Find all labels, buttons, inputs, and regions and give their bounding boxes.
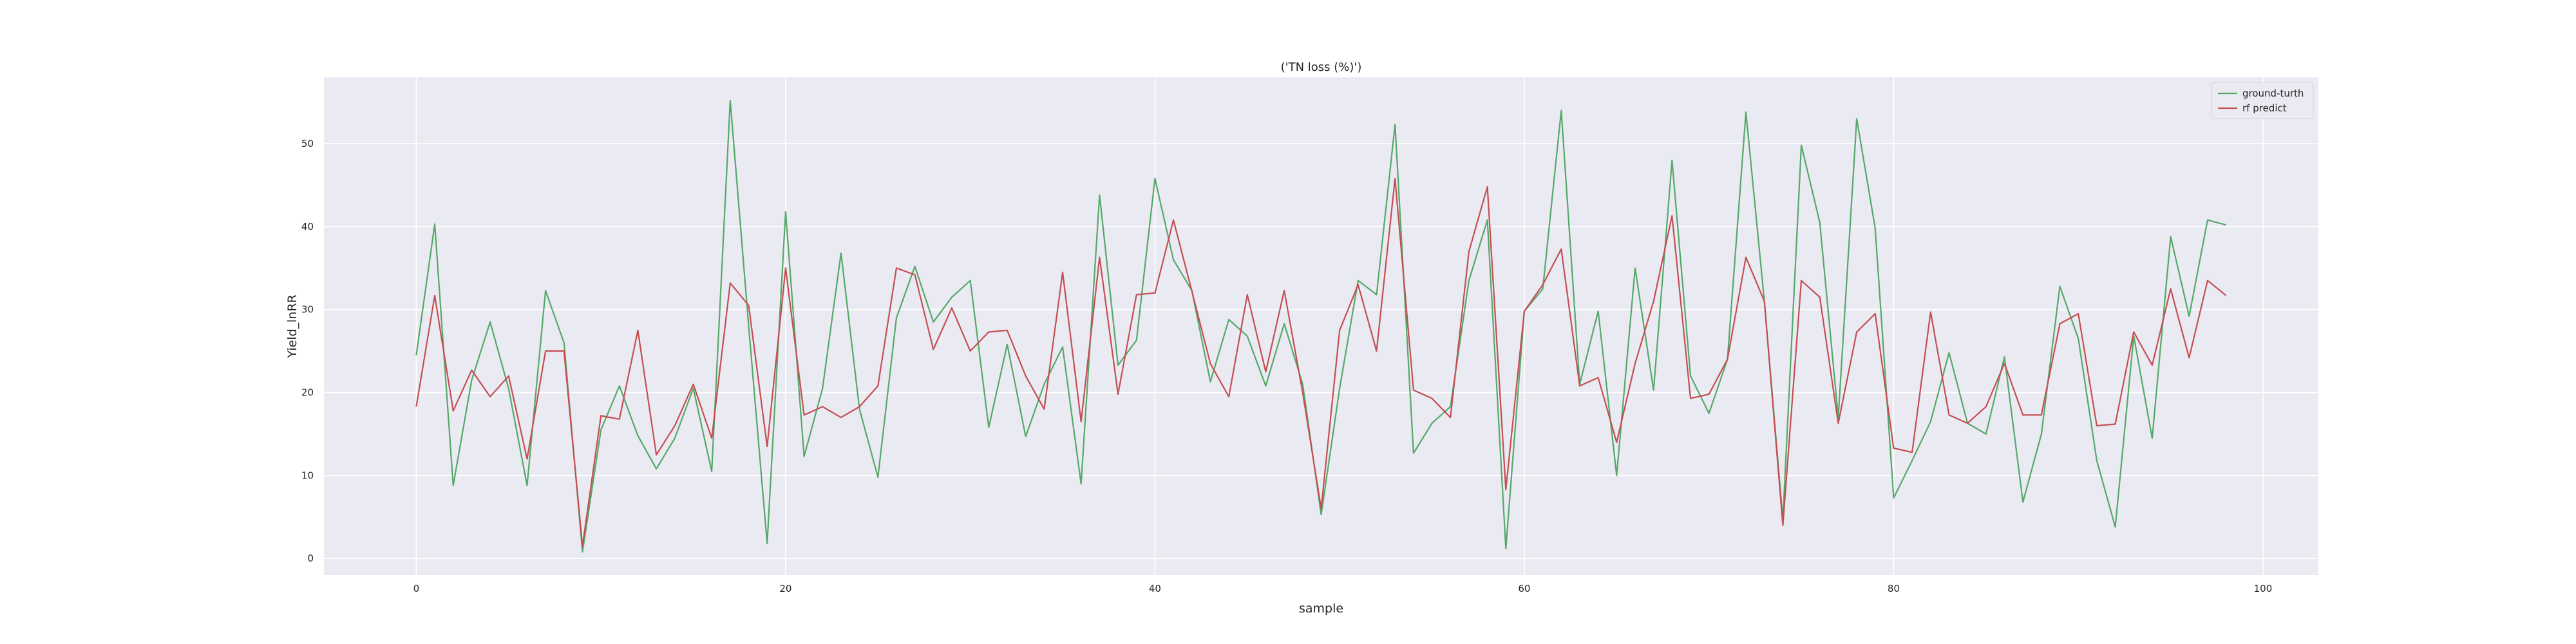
y-tick-label: 40 bbox=[301, 221, 314, 232]
y-tick-label: 20 bbox=[301, 387, 314, 399]
x-tick-label: 40 bbox=[1149, 583, 1161, 594]
x-tick-label: 60 bbox=[1518, 583, 1530, 594]
series-line-ground-turth bbox=[415, 99, 2226, 553]
plot-area: 0 20 40 60 80 100 0 10 20 30 40 50 bbox=[301, 77, 2318, 594]
chart-title: ('TN loss (%)') bbox=[1281, 61, 1362, 74]
x-axis-label: sample bbox=[1299, 601, 1343, 616]
legend-box bbox=[2211, 82, 2314, 119]
y-tick-label: 0 bbox=[307, 553, 314, 564]
plot-background bbox=[324, 77, 2318, 575]
y-tick-label: 10 bbox=[301, 469, 314, 481]
legend-label: ground-turth bbox=[2242, 88, 2304, 99]
series-line-rf-predict bbox=[415, 178, 2227, 547]
legend-label: rf predict bbox=[2242, 102, 2287, 114]
x-tick-label: 80 bbox=[1888, 583, 1900, 594]
x-tick-label: 100 bbox=[2254, 583, 2273, 594]
y-axis-label: Yield_lnRR bbox=[285, 294, 299, 358]
legend: ground-turth rf predict bbox=[2211, 82, 2314, 119]
x-tick-label: 0 bbox=[413, 583, 420, 594]
x-tick-label: 20 bbox=[779, 583, 791, 594]
y-tick-label: 30 bbox=[301, 304, 314, 316]
y-tick-label: 50 bbox=[301, 138, 314, 149]
